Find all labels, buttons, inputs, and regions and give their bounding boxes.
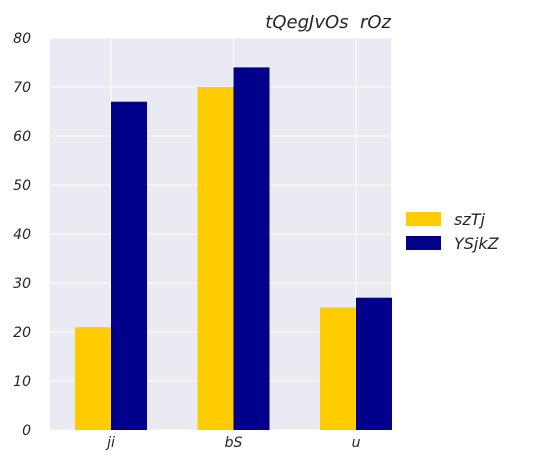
- bar-szTj-u: [320, 307, 356, 430]
- y-tick-label: 30: [13, 276, 31, 292]
- bar-YSjkZ-bS: [233, 67, 270, 431]
- y-tick-label: 80: [13, 31, 31, 47]
- bar-szTj-bS: [197, 87, 234, 430]
- legend-swatch: [406, 212, 441, 226]
- x-tick-label: u: [352, 435, 361, 451]
- x-axis-ticks: ji bS u: [105, 435, 360, 451]
- y-axis-ticks: 0 10 20 30 40 50 60 70 80: [13, 31, 31, 439]
- bar-YSjkZ-ji: [111, 101, 147, 430]
- x-tick-label: ji: [105, 435, 115, 451]
- chart-title: tQegJvOs rOz: [265, 12, 391, 33]
- legend-swatch: [406, 236, 441, 250]
- y-tick-label: 0: [22, 423, 31, 439]
- legend-label: szTj: [454, 210, 486, 229]
- y-tick-label: 70: [13, 80, 31, 96]
- y-tick-label: 60: [13, 129, 31, 145]
- y-tick-label: 20: [13, 325, 31, 341]
- bars: [75, 67, 392, 431]
- y-tick-label: 10: [13, 374, 31, 390]
- legend-label: YSjkZ: [454, 234, 500, 253]
- bar-szTj-ji: [75, 327, 111, 430]
- y-tick-label: 40: [13, 227, 31, 243]
- legend: szTj YSjkZ: [406, 210, 500, 253]
- y-tick-label: 50: [13, 178, 31, 194]
- x-tick-label: bS: [225, 435, 243, 451]
- bar-YSjkZ-u: [356, 297, 392, 430]
